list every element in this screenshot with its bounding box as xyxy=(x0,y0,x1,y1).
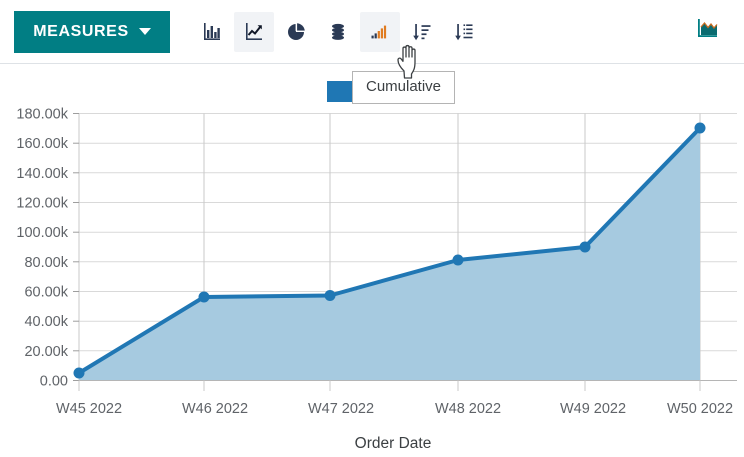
line-chart-icon xyxy=(243,21,265,43)
chart-type-toolbar-group xyxy=(192,11,484,52)
y-tick-label: 100.00k xyxy=(16,225,68,241)
x-tick-label: W49 2022 xyxy=(560,401,626,417)
x-axis-title: Order Date xyxy=(355,435,432,452)
cumulative-button[interactable] xyxy=(360,11,400,52)
y-tick-label: 120.00k xyxy=(16,196,68,212)
y-tick-label: 80.00k xyxy=(24,255,68,271)
cumulative-tooltip: Cumulative xyxy=(352,71,456,104)
stacked-button[interactable] xyxy=(318,12,358,52)
chart-area: 180.00k 160.00k 140.00k 120.00k 100.00k … xyxy=(0,100,744,457)
chevron-down-icon xyxy=(138,28,151,35)
measures-button[interactable]: MEASURES xyxy=(14,10,170,53)
area-chart-button[interactable] xyxy=(688,12,728,52)
measures-button-label: MEASURES xyxy=(33,22,129,40)
x-axis-labels: W45 2022 W46 2022 W47 2022 W48 2022 W49 … xyxy=(56,401,733,417)
data-point[interactable] xyxy=(324,290,336,301)
sort-descending-button[interactable] xyxy=(402,12,442,52)
bar-chart-icon xyxy=(201,21,223,43)
sort-ascending-button[interactable] xyxy=(444,12,484,52)
tooltip-text: Cumulative xyxy=(366,78,442,95)
y-tick-label: 180.00k xyxy=(16,107,68,123)
y-tick-label: 20.00k xyxy=(24,344,68,360)
sort-descending-icon xyxy=(411,21,433,43)
y-tick-label: 160.00k xyxy=(16,136,68,152)
pie-chart-icon xyxy=(285,21,307,43)
bar-chart-button[interactable] xyxy=(192,12,232,52)
pie-chart-button[interactable] xyxy=(276,12,316,52)
data-point[interactable] xyxy=(452,254,464,266)
x-tick-label: W45 2022 xyxy=(56,401,122,417)
x-axis-ticks xyxy=(78,380,701,391)
x-tick-label: W47 2022 xyxy=(308,401,374,417)
database-stack-icon xyxy=(327,21,349,43)
y-tick-label: 140.00k xyxy=(16,166,68,182)
data-point[interactable] xyxy=(694,122,706,134)
sort-ascending-icon xyxy=(453,21,475,43)
y-axis-ticks xyxy=(73,113,79,381)
x-tick-label: W48 2022 xyxy=(435,401,501,417)
chart-toolbar: MEASURES xyxy=(0,0,744,64)
data-point[interactable] xyxy=(198,291,210,303)
area-chart-icon xyxy=(695,16,721,47)
series-line xyxy=(77,126,702,375)
y-axis-labels: 180.00k 160.00k 140.00k 120.00k 100.00k … xyxy=(16,107,68,390)
x-tick-label: W46 2022 xyxy=(182,401,248,417)
area-fill xyxy=(79,128,700,380)
y-tick-label: 40.00k xyxy=(24,314,68,330)
data-point[interactable] xyxy=(73,367,85,379)
line-chart-button[interactable] xyxy=(234,11,274,52)
area-chart-svg: 180.00k 160.00k 140.00k 120.00k 100.00k … xyxy=(16,107,737,452)
series-markers xyxy=(73,122,706,379)
y-tick-label: 60.00k xyxy=(24,285,68,301)
x-tick-label: W50 2022 xyxy=(667,401,733,417)
y-tick-label: 0.00 xyxy=(40,374,68,390)
data-point[interactable] xyxy=(579,241,591,253)
cumulative-bars-icon xyxy=(369,21,391,43)
